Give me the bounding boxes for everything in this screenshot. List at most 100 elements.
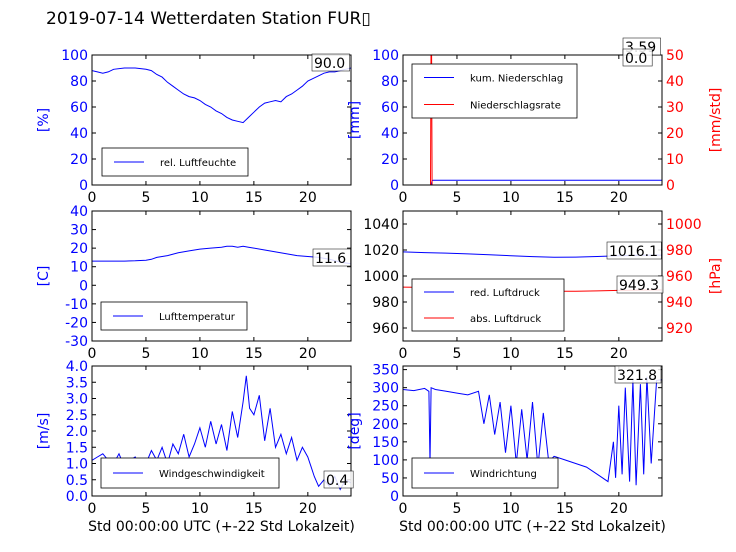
x-tick-label: 0: [399, 190, 408, 206]
y-tick-label: -20: [65, 315, 88, 331]
value-box: [312, 248, 351, 267]
x-axis-label: Std 00:00:00 UTC (+-22 Std Lokalzeit): [399, 519, 666, 535]
y-tick-label: 20: [70, 152, 88, 168]
y-tick-label: 3.5: [66, 375, 88, 391]
value-box: [323, 470, 354, 489]
value-label: 0.0: [625, 51, 647, 67]
y-right-tick-label: 50: [666, 48, 684, 64]
x-tick-label: 15: [556, 501, 574, 517]
y-axis-label: [m/s]: [36, 413, 52, 450]
x-tick-label: 15: [556, 346, 574, 362]
y-tick-label: 0: [79, 278, 88, 294]
page-title: 2019-07-14 Wetterdaten Station FUR▯: [46, 9, 371, 29]
x-tick-label: 10: [502, 190, 520, 206]
y-tick-label: 40: [70, 126, 88, 142]
x-tick-label: 20: [299, 501, 317, 517]
y-tick-label: 30: [70, 223, 88, 239]
x-tick-label: 15: [556, 190, 574, 206]
plot-frame: [91, 210, 352, 342]
panel-precipitation: 0 5 10 15 20 0 20 40 60 80 100 0 10 20 30 40 50 [mm] [mm/s…: [347, 37, 724, 206]
value-box: [616, 275, 664, 294]
x-tick-label: 10: [502, 501, 520, 517]
panel-wind_speed: 0 5 10 15 20 0.00.51.01.52.02.53.03.54.0 [m/s]…: [36, 359, 355, 535]
legend-label: abs. Luftdruck: [470, 314, 541, 325]
legend-label: red. Luftdruck: [470, 288, 540, 299]
y-tick-label: 1000: [363, 269, 399, 285]
x-tick-label: 10: [502, 346, 520, 362]
value-label: 0.4: [326, 473, 348, 489]
y-tick-label: 1040: [363, 217, 399, 233]
panel-temperature: 0 5 10 15 20 -30 -20 -10 0 10 20 30 40 [C] Lufttempera…: [36, 204, 352, 362]
x-tick-label: 10: [191, 190, 209, 206]
y-tick-label: 3.0: [66, 392, 88, 408]
y-tick-label: 4.0: [66, 359, 88, 375]
y-tick-label: 80: [381, 74, 399, 90]
y-right-tick-label: 1000: [666, 217, 702, 233]
y-tick-label: 200: [372, 417, 399, 433]
x-tick-label: 15: [245, 346, 263, 362]
value-label: 1016.1: [609, 244, 658, 260]
x-tick-label: 15: [245, 501, 263, 517]
legend-label: Niederschlagsrate: [470, 101, 561, 112]
y-tick-label: 20: [70, 241, 88, 257]
value-label: 321.8: [617, 368, 657, 384]
legend-label: Lufttemperatur: [159, 312, 236, 323]
y-right-tick-label: 980: [666, 243, 693, 259]
y-axis-label: [deg]: [347, 412, 363, 449]
legend-box: [411, 63, 578, 119]
plot-frame: [402, 54, 663, 186]
x-tick-label: 0: [88, 501, 97, 517]
legend-label: rel. Luftfeuchte: [160, 158, 236, 169]
x-tick-label: 5: [452, 501, 461, 517]
x-tick-label: 0: [88, 346, 97, 362]
plot-frame: [91, 54, 352, 186]
y-right-tick-label: 10: [666, 152, 684, 168]
value-label: 949.3: [619, 278, 659, 294]
value-box: [622, 48, 653, 67]
y-axis-label: [C]: [36, 266, 52, 287]
series-line-precipitation-0: [403, 179, 662, 185]
value-label: 90.0: [314, 56, 345, 72]
x-tick-label: 10: [191, 346, 209, 362]
y-axis-label: [%]: [36, 108, 52, 132]
y-tick-label: 0.5: [66, 473, 88, 489]
y-tick-label: 60: [70, 100, 88, 116]
x-tick-label: 5: [452, 190, 461, 206]
x-tick-label: 5: [452, 346, 461, 362]
x-tick-label: 0: [88, 190, 97, 206]
value-box: [311, 53, 350, 72]
x-tick-label: 20: [610, 346, 628, 362]
y-right-tick-label: 960: [666, 269, 693, 285]
y-tick-label: 350: [372, 363, 399, 379]
y-right-axis-label: [hPa]: [708, 258, 724, 294]
x-tick-label: 20: [610, 501, 628, 517]
panel-humidity: 0 5 10 15 20 0 20 40 60 80 100 [%] rel. Luftfeuchte 9…: [36, 48, 352, 206]
y-right-tick-label: 30: [666, 100, 684, 116]
y-tick-label: 20: [381, 152, 399, 168]
y-tick-label: -10: [65, 297, 88, 313]
y-tick-label: 0: [390, 489, 399, 505]
x-tick-label: 0: [399, 501, 408, 517]
x-tick-label: 5: [141, 346, 150, 362]
legend-label: kum. Niederschlag: [470, 74, 563, 85]
y-tick-label: 40: [381, 126, 399, 142]
series-line-temperature-0: [92, 245, 351, 265]
legend-box: [411, 278, 565, 332]
y-tick-label: 0.0: [66, 489, 88, 505]
y-tick-label: 250: [372, 399, 399, 415]
y-tick-label: 40: [70, 204, 88, 220]
x-tick-label: 20: [299, 190, 317, 206]
y-right-tick-label: 0: [666, 178, 675, 194]
y-tick-label: 2.5: [66, 408, 88, 424]
y-tick-label: 1020: [363, 243, 399, 259]
y-tick-label: 0: [79, 178, 88, 194]
y-axis-label: [mm]: [347, 101, 363, 139]
y-tick-label: 1.5: [66, 440, 88, 456]
y-tick-label: 100: [372, 48, 399, 64]
y-tick-label: 0: [390, 178, 399, 194]
x-tick-label: 20: [299, 346, 317, 362]
y-tick-label: 1.0: [66, 457, 88, 473]
panel-pressure: 0 5 10 15 20 960 980 1000 1020 1040 920 940 960 980 10…: [363, 210, 724, 362]
